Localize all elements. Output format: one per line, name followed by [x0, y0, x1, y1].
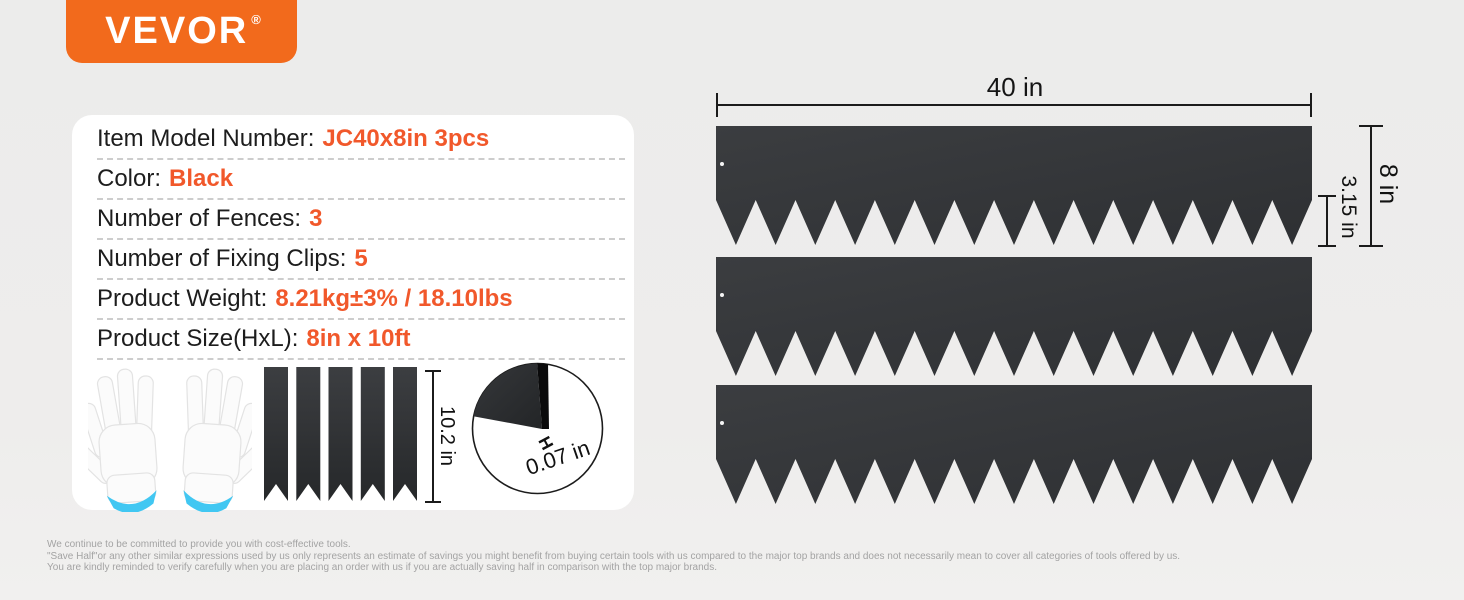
- spec-label: Item Model Number:: [97, 125, 315, 152]
- fixing-clips-image: [264, 367, 417, 501]
- height-bracket: [1359, 125, 1383, 247]
- fence-panels-image: [716, 126, 1312, 504]
- spec-label: Product Size(HxL):: [97, 325, 299, 352]
- spec-row-size: Product Size(HxL): 8in x 10ft: [97, 320, 625, 360]
- disclaimer-line: "Save Half"or any other similar expressi…: [47, 550, 1181, 562]
- spec-value: 8.21kg±3% / 18.10lbs: [275, 285, 513, 312]
- spec-row-fences: Number of Fences: 3: [97, 200, 625, 240]
- teeth-depth-bracket: [1318, 195, 1336, 247]
- spec-label: Product Weight:: [97, 285, 268, 312]
- vevor-logo: VEVOR ®: [66, 0, 297, 63]
- spec-value: 5: [354, 245, 368, 272]
- panel-hole: [720, 293, 724, 297]
- spec-value: 8in x 10ft: [306, 325, 411, 352]
- width-label: 40 in: [986, 72, 1044, 102]
- disclaimer: We continue to be committed to provide y…: [47, 539, 1187, 574]
- spec-label: Number of Fixing Clips:: [97, 245, 347, 272]
- thickness-detail-image: H 0.07 in: [471, 362, 604, 495]
- spec-label: Number of Fences:: [97, 205, 302, 232]
- height-label: 8 in: [1374, 163, 1403, 205]
- fence-panel-3: [716, 385, 1312, 504]
- spec-row-clips: Number of Fixing Clips: 5: [97, 240, 625, 280]
- panel-hole: [720, 162, 724, 166]
- panel-hole: [720, 421, 724, 425]
- spec-value: JC40x8in 3pcs: [322, 125, 490, 152]
- gloves-image: [88, 368, 252, 512]
- spec-row-model: Item Model Number: JC40x8in 3pcs: [97, 120, 625, 160]
- spec-value: Black: [169, 165, 234, 192]
- spec-list: Item Model Number: JC40x8in 3pcs Color: …: [97, 120, 625, 360]
- registered-trademark-icon: ®: [251, 12, 261, 27]
- disclaimer-line: We continue to be committed to provide y…: [47, 539, 351, 550]
- clip-height-label: 10.2 in: [436, 405, 459, 467]
- spec-row-weight: Product Weight: 8.21kg±3% / 18.10lbs: [97, 280, 625, 320]
- teeth-depth-label: 3.15 in: [1337, 175, 1360, 239]
- spec-value: 3: [309, 205, 323, 232]
- width-bracket: [716, 93, 1312, 117]
- fence-panel-2: [716, 257, 1312, 376]
- disclaimer-line: You are kindly reminded to verify carefu…: [47, 562, 717, 573]
- brand-name: VEVOR: [105, 10, 249, 52]
- spec-row-color: Color: Black: [97, 160, 625, 200]
- clip-height-bracket: [425, 370, 441, 503]
- spec-label: Color:: [97, 165, 162, 192]
- fence-panel-1: [716, 126, 1312, 245]
